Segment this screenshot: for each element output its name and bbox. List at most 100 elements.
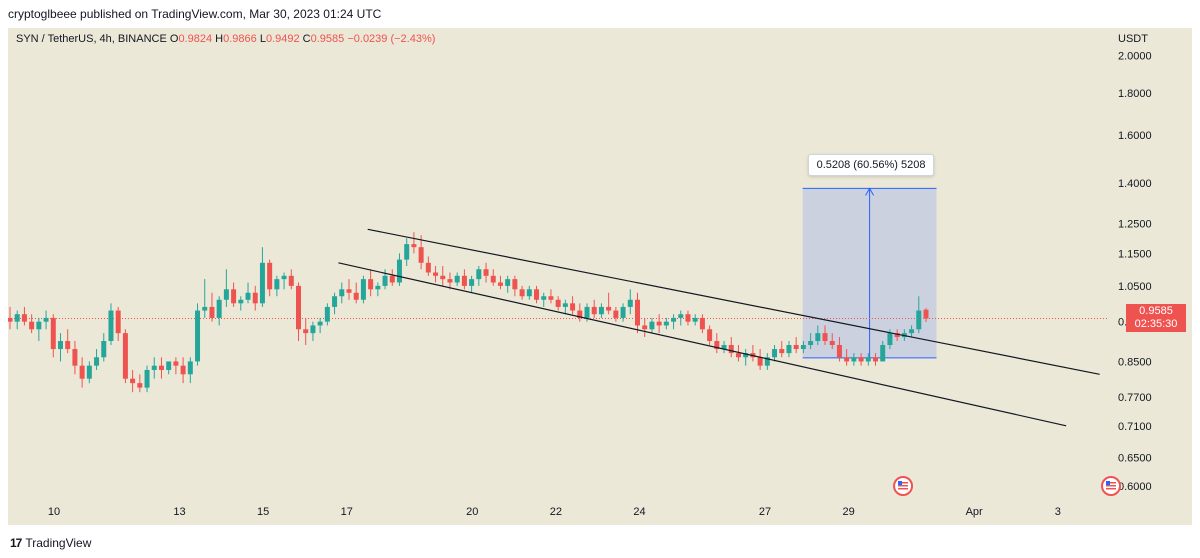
plot-background (8, 28, 1108, 496)
candle-body (288, 275, 294, 286)
y-tick-label: 0.6500 (1118, 452, 1152, 464)
last-price-value: 0.9585 (1139, 305, 1173, 318)
y-tick-label: 0.7700 (1118, 392, 1152, 404)
candle-body (281, 275, 287, 280)
candle-body (151, 365, 157, 370)
candle-body (519, 289, 525, 297)
last-price-tag: 0.9585 02:35:30 (1126, 304, 1186, 333)
brand-label: TradingView (25, 536, 92, 550)
candle-body (43, 317, 49, 322)
candle-body (115, 310, 121, 334)
candle-body (14, 314, 20, 322)
candle-body (555, 299, 561, 307)
candle-body (570, 303, 576, 311)
candle-body (678, 314, 684, 318)
publisher-bar: cryptoglbeee published on TradingView.co… (0, 0, 1200, 28)
candle-body (786, 344, 792, 354)
chart-frame[interactable]: USDT 2.0000 1.8000 1.6000 1.4000 1.2500 1.1500… (8, 28, 1192, 525)
candle-body (274, 279, 280, 290)
candle-body (584, 306, 590, 318)
measure-label[interactable]: 0.5208 (60.56%) 5208 (807, 154, 935, 177)
candle-body (173, 361, 179, 366)
candle-body (591, 306, 597, 315)
close-label: C (302, 33, 311, 45)
us-flag-event-icon[interactable] (893, 476, 914, 496)
candle-body (259, 262, 265, 304)
candle-body (469, 279, 475, 286)
candle-body (858, 357, 864, 362)
y-tick-label: 0.8500 (1118, 356, 1152, 368)
candle-body (396, 259, 402, 283)
candle-body (865, 357, 871, 362)
candle-body (130, 378, 136, 384)
candle-body (202, 306, 208, 311)
candle-body (764, 357, 770, 366)
candle-body (836, 344, 842, 358)
candle-body (793, 344, 799, 350)
candle-body (144, 369, 150, 388)
candle-body (21, 314, 27, 322)
low-label: L (259, 33, 266, 45)
candle-body (916, 310, 922, 330)
candle-body (382, 275, 388, 286)
candlestick-chart[interactable]: USDT 2.0000 1.8000 1.6000 1.4000 1.2500 1.1500… (8, 28, 1192, 525)
candle-body (360, 279, 366, 300)
candle-body (411, 244, 417, 248)
candle-body (671, 317, 677, 322)
candle-body (79, 365, 85, 379)
candle-body (245, 292, 251, 300)
candle-body (743, 353, 749, 358)
y-tick-label: 1.8000 (1118, 88, 1152, 100)
candle-body (613, 310, 619, 318)
candle-body (699, 317, 705, 330)
tradingview-logo[interactable]: 17 TradingView (10, 536, 91, 550)
candle-body (815, 333, 821, 342)
candle-body (663, 321, 669, 326)
y-tick-label: 2.0000 (1118, 50, 1152, 62)
tradingview-logo-icon: 17 (10, 536, 22, 550)
candle-body (252, 292, 258, 304)
us-flag-event-icon[interactable] (1101, 476, 1121, 496)
candle-body (634, 299, 640, 326)
candle-body (721, 344, 727, 350)
candle-body (497, 282, 503, 286)
candle-body (541, 296, 547, 300)
candle-body (873, 357, 879, 362)
x-tick-label: 22 (550, 506, 562, 518)
candle-body (36, 321, 42, 330)
candle-body (490, 275, 496, 283)
candle-body (389, 275, 395, 283)
y-tick-label: 1.2500 (1118, 219, 1152, 231)
channel-trendline (367, 228, 1100, 375)
candle-body (346, 289, 352, 293)
candle-body (649, 321, 655, 330)
price-axis-currency: USDT (1118, 33, 1148, 45)
candle-body (223, 289, 229, 300)
candle-body (418, 247, 424, 263)
candle-body (505, 279, 511, 286)
open-label: O (169, 33, 179, 45)
candle-body (317, 321, 323, 326)
candle-body (548, 296, 554, 300)
y-tick-label: 1.6000 (1118, 130, 1152, 142)
publisher-line: cryptoglbeee published on TradingView.co… (8, 7, 382, 21)
price-axis-background (1108, 28, 1192, 496)
candle-body (195, 310, 201, 362)
candle-body (526, 289, 532, 297)
candle-body (29, 321, 35, 330)
x-tick-label: 3 (1055, 506, 1061, 518)
candle-body (209, 306, 215, 318)
candle-body (692, 317, 698, 322)
candle-body (65, 341, 71, 350)
candle-body (433, 272, 439, 276)
x-tick-label: 27 (759, 506, 771, 518)
candle-body (735, 353, 741, 358)
candle-body (404, 244, 410, 260)
measure-arrow-head (865, 187, 875, 196)
candle-body (166, 361, 172, 370)
candle-body (461, 275, 467, 286)
channel-trendline (338, 262, 1067, 427)
candle-body (894, 333, 900, 338)
candle-body (808, 341, 814, 345)
candle-body (829, 341, 835, 345)
